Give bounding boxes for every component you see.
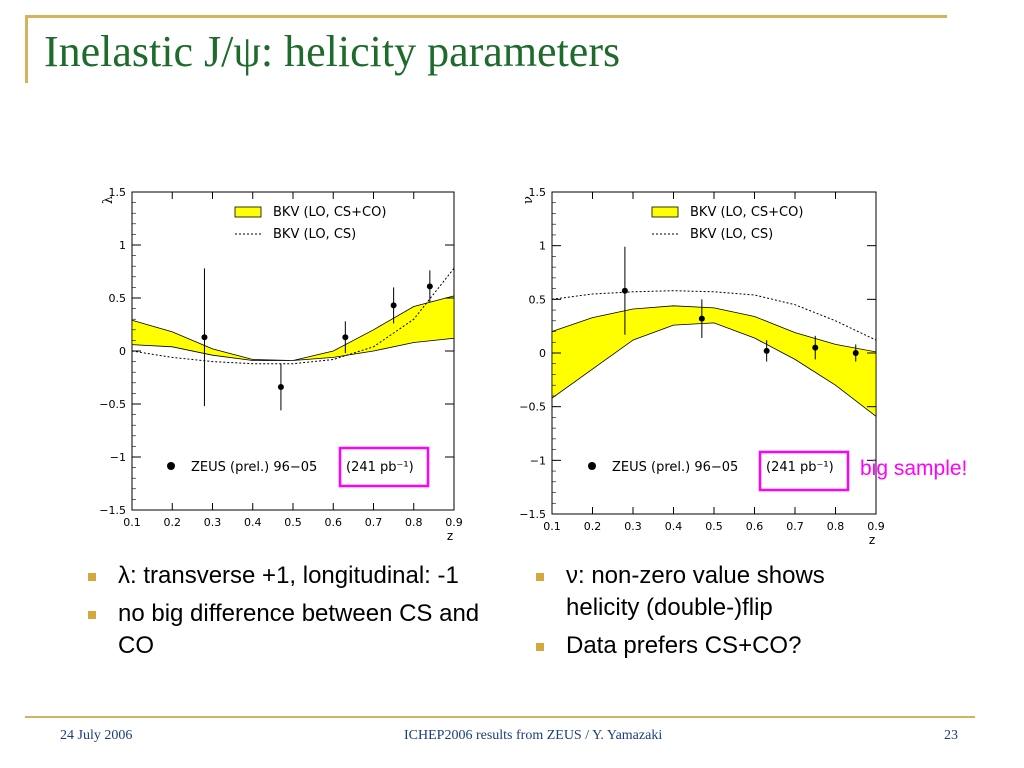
x-tick-label: 0.1 <box>543 520 561 533</box>
legend-label: BKV (LO, CS+CO) <box>690 205 803 220</box>
x-tick-label: 0.5 <box>705 520 723 533</box>
bullet-text: ν: non-zero value shows helicity (double… <box>566 562 825 621</box>
data-point <box>621 287 628 294</box>
bullet-item: λ: transverse +1, longitudinal: -1 <box>82 560 502 592</box>
data-point <box>698 315 705 322</box>
y-tick-label: 0 <box>119 345 126 358</box>
x-tick-label: 0.9 <box>867 520 885 533</box>
cs-co-band <box>131 295 455 361</box>
footer-center-text: ICHEP2006 results from ZEUS / Y. Yamazak… <box>404 728 663 743</box>
x-tick-label: 0.6 <box>325 516 343 529</box>
data-point <box>763 347 770 354</box>
y-tick-label: 1.5 <box>529 186 547 199</box>
y-tick-label: 1 <box>539 240 546 253</box>
lambda-chart: 0.1 0.2 0.3 0.4 0.5 0.6 0.7 0.8 0.9 1.5 1 0.5 0 −0.5 −… <box>95 180 465 552</box>
data-point <box>852 350 859 356</box>
x-tick-label: 0.7 <box>786 520 804 533</box>
y-tick-label: −0.5 <box>519 401 546 414</box>
y-tick-label: −0.5 <box>99 398 126 411</box>
y-tick-label: −1.5 <box>519 508 546 521</box>
x-tick-label: 0.6 <box>746 520 764 533</box>
y-tick-label: 0 <box>539 347 546 360</box>
x-tick-label: 0.3 <box>624 520 642 533</box>
x-tick-label: 0.1 <box>123 516 141 529</box>
bullet-text: λ: transverse +1, longitudinal: -1 <box>118 562 459 589</box>
x-tick-label: 0.9 <box>445 516 463 529</box>
bullet-item: Data prefers CS+CO? <box>530 630 890 662</box>
data-legend-marker <box>167 462 175 470</box>
bullet-list-left: λ: transverse +1, longitudinal: -1 no bi… <box>82 560 502 668</box>
data-legend-marker <box>588 462 596 470</box>
cs-curve <box>551 290 877 341</box>
y-axis-label: ν <box>521 196 536 204</box>
highlight-box <box>338 446 430 488</box>
legend-band-swatch <box>234 206 262 218</box>
y-tick-label: −1.5 <box>99 504 126 517</box>
y-tick-label: −1 <box>110 451 126 464</box>
bullet-text: no big difference between CS and CO <box>118 600 480 659</box>
x-tick-label: 0.2 <box>164 516 182 529</box>
lambda-chart-svg: 0.1 0.2 0.3 0.4 0.5 0.6 0.7 0.8 0.9 1.5 1 0.5 0 −0.5 −… <box>99 186 463 543</box>
cs-co-band <box>551 305 877 418</box>
data-legend-label: ZEUS (prel.) 96−05 <box>191 460 317 475</box>
title-accent-bar <box>25 17 28 83</box>
legend-band-swatch <box>651 206 679 218</box>
data-point <box>342 334 349 341</box>
bullet-text: Data prefers CS+CO? <box>566 632 802 659</box>
slide-title: Inelastic J/ψ: helicity parameters <box>44 27 621 76</box>
x-axis-label: z <box>447 529 453 543</box>
x-tick-label: 0.2 <box>584 520 602 533</box>
bullet-item: ν: non-zero value shows helicity (double… <box>530 560 890 624</box>
data-point <box>812 344 819 351</box>
x-axis-label: z <box>869 533 875 547</box>
y-tick-label: 1.5 <box>109 186 127 199</box>
y-tick-label: 1 <box>119 239 126 252</box>
x-tick-label: 0.8 <box>405 516 423 529</box>
nu-chart: 0.1 0.2 0.3 0.4 0.5 0.6 0.7 0.8 0.9 1.5 1 0.5 0 −0.5 −… <box>500 180 890 552</box>
bullet-square-icon <box>536 573 544 581</box>
x-tick-label: 0.3 <box>204 516 222 529</box>
y-tick-label: −1 <box>530 454 546 467</box>
y-axis-label: λ <box>101 196 116 204</box>
y-tick-label: 0.5 <box>529 293 547 306</box>
legend-label: BKV (LO, CS) <box>273 227 356 242</box>
footer-rule <box>25 716 975 718</box>
nu-chart-svg: 0.1 0.2 0.3 0.4 0.5 0.6 0.7 0.8 0.9 1.5 1 0.5 0 −0.5 −… <box>519 186 885 547</box>
top-rule <box>25 15 947 18</box>
bullet-item: no big difference between CS and CO <box>82 598 502 662</box>
x-tick-label: 0.5 <box>284 516 302 529</box>
bullet-square-icon <box>88 573 96 581</box>
data-legend-label: ZEUS (prel.) 96−05 <box>612 460 738 475</box>
bullet-square-icon <box>536 643 544 651</box>
legend-label: BKV (LO, CS) <box>690 227 773 242</box>
legend-label: BKV (LO, CS+CO) <box>273 205 386 220</box>
cs-curve <box>131 267 455 365</box>
big-sample-note: big sample! <box>860 457 968 480</box>
y-tick-label: 0.5 <box>109 292 127 305</box>
highlight-box <box>758 450 850 492</box>
data-point <box>390 302 397 309</box>
data-legend-lumi: (241 pb⁻¹) <box>766 460 834 475</box>
bullet-list-right: ν: non-zero value shows helicity (double… <box>530 560 890 668</box>
data-point <box>277 384 284 391</box>
x-tick-label: 0.7 <box>365 516 383 529</box>
footer-date: 24 July 2006 <box>60 728 133 743</box>
bullet-square-icon <box>88 611 96 619</box>
data-legend-lumi: (241 pb⁻¹) <box>346 460 414 475</box>
data-point <box>426 283 433 290</box>
data-point <box>201 334 208 341</box>
footer-page-number: 23 <box>944 728 958 743</box>
x-tick-label: 0.8 <box>827 520 845 533</box>
x-tick-label: 0.4 <box>665 520 683 533</box>
x-tick-label: 0.4 <box>244 516 262 529</box>
